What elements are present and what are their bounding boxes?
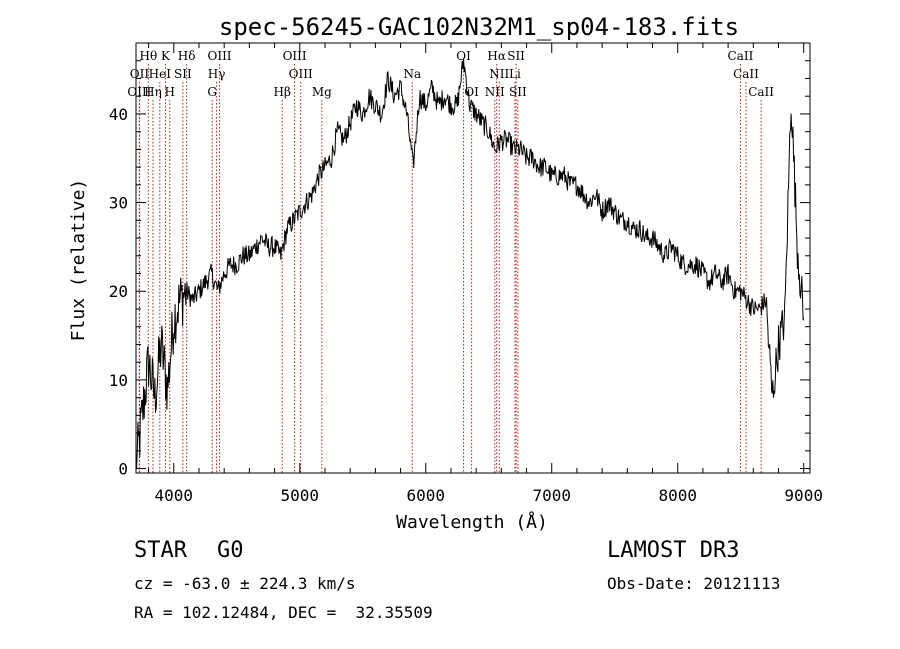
spectral-line-label: HeI	[149, 67, 172, 81]
spectral-line-label: CaII	[728, 49, 754, 63]
spectral-line-label: G	[207, 85, 217, 99]
observation-date: Obs-Date: 20121113	[607, 574, 781, 593]
x-tick-label: 9000	[784, 486, 823, 505]
chart-title: spec-56245-GAC102N32M1_sp04-183.fits	[219, 13, 739, 41]
object-class: STAR G0	[134, 538, 243, 563]
y-tick-label: 10	[109, 371, 128, 390]
spectral-line-label: CaII	[733, 67, 759, 81]
x-tick-label: 7000	[532, 486, 571, 505]
spectral-line-label: H	[165, 85, 175, 99]
coordinates: RA = 102.12484, DEC = 32.35509	[134, 603, 433, 622]
subclass: G0	[216, 538, 244, 563]
spectrum-line	[135, 58, 805, 469]
spectral-line-label: OIII	[207, 49, 231, 63]
spectral-line-label: Hα	[487, 49, 506, 63]
x-axis-ticks: 4000 5000 6000 7000 8000 9000	[148, 43, 823, 505]
spectral-line-label: OIII	[289, 67, 313, 81]
spectral-line-label: Hη	[144, 85, 162, 99]
y-tick-label: 40	[109, 105, 128, 124]
spectral-line-label: Na	[403, 67, 421, 81]
y-axis-label: Flux (relative)	[68, 179, 89, 342]
spectral-line-label: NII	[489, 67, 509, 81]
spectral-line-label: SII	[509, 85, 527, 99]
spectral-line-label: OII	[130, 67, 150, 81]
y-axis-ticks: 0 10 20 30 40	[109, 60, 810, 479]
y-tick-label: 20	[109, 282, 128, 301]
survey-name: LAMOST DR3	[607, 538, 740, 563]
x-axis-label: Wavelength (Å)	[396, 511, 548, 533]
x-tick-label: 5000	[281, 486, 320, 505]
spectral-line-label: Hθ	[139, 49, 157, 63]
x-tick-label: 8000	[658, 486, 697, 505]
spectral-line-label: SII	[174, 67, 192, 81]
spectral-line-label: NII	[485, 85, 505, 99]
spectral-line-label: Li	[509, 67, 521, 81]
redshift-cz: cz = -63.0 ± 224.3 km/s	[134, 574, 356, 593]
spectral-line-label: Hδ	[178, 49, 196, 63]
y-tick-label: 0	[118, 460, 128, 479]
spectral-line-label: Hγ	[208, 67, 226, 81]
x-tick-label: 6000	[406, 486, 445, 505]
x-tick-label: 4000	[155, 486, 194, 505]
spectral-line-label: K	[161, 49, 171, 63]
spectral-line-label: Hβ	[274, 85, 291, 99]
spectral-line-label: OI	[456, 49, 471, 63]
spectral-line-label: OIII	[127, 85, 151, 99]
y-tick-label: 30	[109, 194, 128, 213]
spectral-line-label: CaII	[748, 85, 774, 99]
spectral-line-label: SII	[507, 49, 525, 63]
spectral-line-label: Mg	[312, 85, 332, 99]
plot-frame	[135, 42, 811, 474]
spectral-line-label: OIII	[283, 49, 307, 63]
star-class: STAR	[134, 538, 187, 563]
